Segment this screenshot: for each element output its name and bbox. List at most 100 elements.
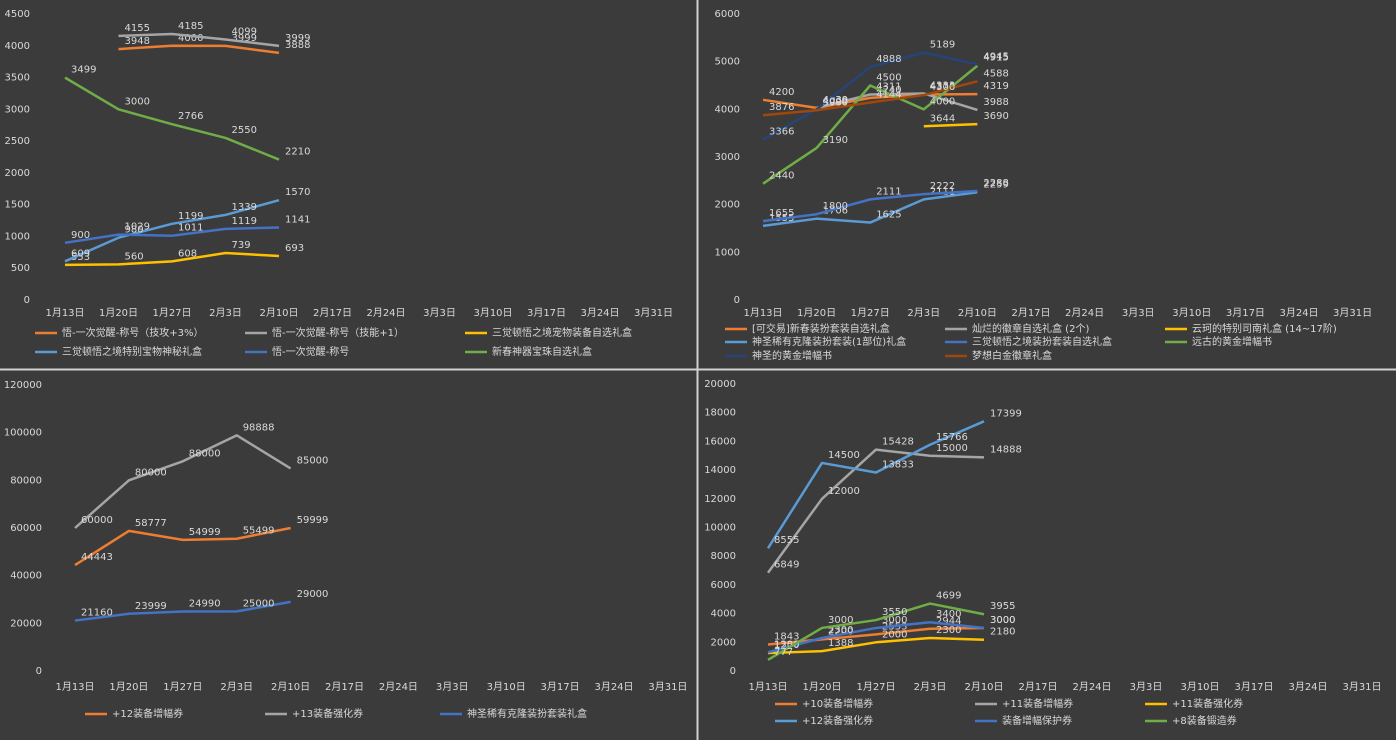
x-tick-label: 3月17日 bbox=[1234, 681, 1273, 693]
series-line bbox=[766, 448, 985, 574]
data-label: 2944 bbox=[936, 616, 961, 627]
data-label: 85000 bbox=[297, 455, 329, 466]
data-label: 4099 bbox=[232, 26, 257, 37]
legend-label: 悟-一次觉醒-称号（技能+1） bbox=[272, 326, 404, 339]
data-label: 609 bbox=[71, 248, 90, 259]
data-label: 58777 bbox=[135, 518, 167, 529]
legend-label: +11装备强化券 bbox=[1172, 697, 1243, 710]
series-line bbox=[74, 434, 292, 529]
series-line bbox=[762, 189, 978, 223]
data-label: 55499 bbox=[243, 526, 275, 537]
y-tick-label: 18000 bbox=[704, 408, 736, 419]
series-line bbox=[816, 92, 978, 112]
data-label: 4500 bbox=[876, 73, 901, 84]
data-label: 59999 bbox=[297, 515, 329, 526]
y-tick-label: 80000 bbox=[10, 475, 42, 486]
series-line bbox=[64, 251, 280, 267]
x-tick-label: 1月13日 bbox=[45, 307, 84, 319]
x-tick-label: 2月24日 bbox=[1065, 307, 1104, 319]
data-label: 4319 bbox=[983, 81, 1008, 92]
data-label: 3690 bbox=[983, 111, 1008, 122]
data-label: 80000 bbox=[135, 467, 167, 478]
x-tick-label: 2月10日 bbox=[271, 681, 310, 693]
data-label: 2288 bbox=[983, 178, 1008, 189]
legend-label: +12装备强化券 bbox=[802, 714, 873, 727]
x-tick-label: 3月31日 bbox=[648, 681, 687, 693]
legend-label: 云珂的特别司南礼盒 (14~17阶) bbox=[1192, 322, 1337, 335]
legend-label: 远古的黄金增幅书 bbox=[1192, 335, 1272, 348]
x-tick-label: 1月27日 bbox=[163, 681, 202, 693]
data-label: 4144 bbox=[876, 89, 901, 100]
x-tick-label: 2月3日 bbox=[220, 681, 253, 693]
y-tick-label: 2000 bbox=[715, 200, 740, 211]
y-tick-label: 6000 bbox=[711, 580, 736, 591]
data-label: 1388 bbox=[828, 638, 853, 649]
x-tick-label: 3月10日 bbox=[1172, 307, 1211, 319]
data-label: 4588 bbox=[983, 68, 1008, 79]
data-label: 17399 bbox=[990, 408, 1022, 419]
data-label: 3366 bbox=[769, 127, 794, 138]
legend-label: 神圣稀有克隆装扮套装(1部位)礼盒 bbox=[752, 335, 906, 348]
series-line bbox=[118, 32, 280, 48]
data-label: 1706 bbox=[823, 206, 848, 217]
data-label: 60000 bbox=[81, 515, 113, 526]
data-label: 3000 bbox=[882, 615, 907, 626]
y-tick-label: 2500 bbox=[5, 136, 30, 147]
data-label: 3499 bbox=[71, 65, 96, 76]
x-tick-label: 3月24日 bbox=[594, 681, 633, 693]
data-label: 15766 bbox=[936, 432, 968, 443]
x-tick-label: 2月24日 bbox=[366, 307, 405, 319]
data-label: 4311 bbox=[930, 82, 955, 93]
data-label: 2300 bbox=[936, 625, 961, 636]
y-tick-label: 4000 bbox=[711, 609, 736, 620]
data-label: 3876 bbox=[769, 102, 794, 113]
series-line bbox=[767, 626, 985, 646]
data-label: 2440 bbox=[769, 171, 794, 182]
series-line bbox=[74, 600, 291, 622]
data-label: 2259 bbox=[983, 179, 1008, 190]
series-line bbox=[923, 122, 978, 128]
x-tick-label: 3月24日 bbox=[1279, 307, 1318, 319]
legend-label: 神圣的黄金增幅书 bbox=[752, 349, 832, 362]
data-label: 98888 bbox=[243, 422, 275, 433]
data-label: 14888 bbox=[990, 444, 1022, 455]
legend-label: 三觉顿悟之境宠物装备自选礼盒 bbox=[492, 326, 632, 339]
data-label: 44443 bbox=[81, 552, 113, 563]
y-tick-label: 0 bbox=[24, 295, 30, 306]
x-tick-label: 2月24日 bbox=[1072, 681, 1111, 693]
data-label: 3999 bbox=[232, 33, 257, 44]
data-label: 6849 bbox=[774, 560, 799, 571]
data-label: 3400 bbox=[936, 609, 961, 620]
x-tick-label: 3月24日 bbox=[1288, 681, 1327, 693]
y-tick-label: 20000 bbox=[10, 618, 42, 629]
data-label: 1011 bbox=[178, 223, 203, 234]
data-label: 553 bbox=[71, 252, 90, 263]
y-tick-label: 1000 bbox=[5, 231, 30, 242]
x-tick-label: 2月17日 bbox=[1018, 681, 1057, 693]
x-tick-label: 1月20日 bbox=[802, 681, 841, 693]
x-tick-label: 1月27日 bbox=[152, 307, 191, 319]
data-label: 3888 bbox=[285, 40, 310, 51]
data-label: 3190 bbox=[823, 135, 848, 146]
data-label: 24990 bbox=[189, 598, 221, 609]
data-label: 2222 bbox=[930, 181, 955, 192]
data-label: 4915 bbox=[983, 53, 1008, 64]
data-label: 3988 bbox=[983, 97, 1008, 108]
x-tick-label: 1月27日 bbox=[856, 681, 895, 693]
series-line bbox=[118, 44, 280, 55]
y-tick-label: 10000 bbox=[704, 523, 736, 534]
legend-label: 悟-一次觉醒-称号（技攻+3%） bbox=[62, 326, 203, 339]
y-tick-label: 4000 bbox=[5, 41, 30, 52]
data-label: 4200 bbox=[769, 87, 794, 98]
x-tick-label: 3月3日 bbox=[423, 307, 456, 319]
data-label: 15428 bbox=[882, 437, 914, 448]
x-tick-label: 3月31日 bbox=[1333, 307, 1372, 319]
x-tick-label: 3月10日 bbox=[473, 307, 512, 319]
data-label: 3980 bbox=[823, 97, 848, 108]
y-tick-label: 2000 bbox=[5, 168, 30, 179]
series-line bbox=[767, 636, 985, 655]
legend-label: 装备增幅保护券 bbox=[1002, 714, 1072, 727]
data-label: 4030 bbox=[823, 95, 848, 106]
x-tick-label: 1月20日 bbox=[109, 681, 148, 693]
